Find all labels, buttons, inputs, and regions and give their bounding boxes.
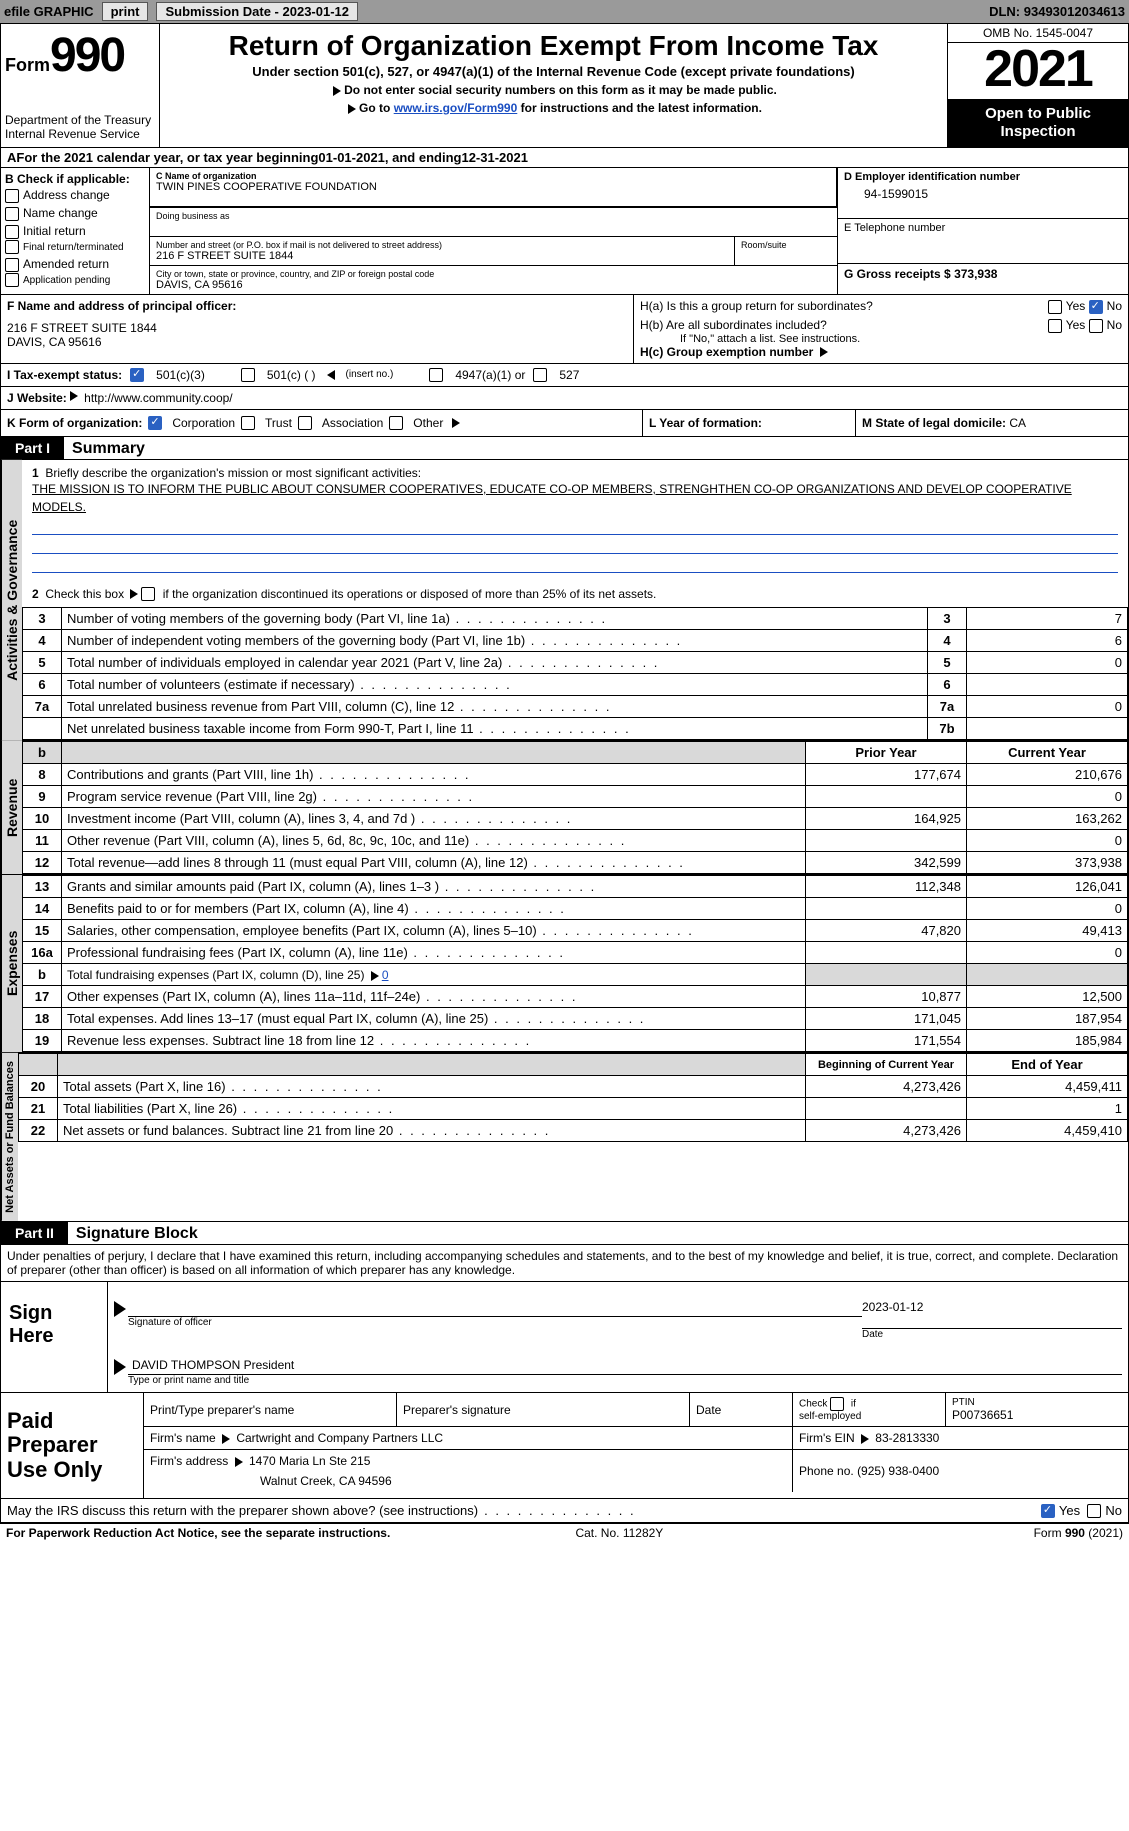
form-title: Return of Organization Exempt From Incom… [168, 30, 939, 62]
hb-label: H(b) Are all subordinates included? [640, 318, 827, 332]
submission-date: Submission Date - 2023-01-12 [156, 2, 358, 21]
ssn-note: Do not enter social security numbers on … [344, 83, 777, 97]
box-b: B Check if applicable: Address change Na… [1, 168, 150, 294]
summary-table-expenses: 13Grants and similar amounts paid (Part … [22, 875, 1128, 1052]
summary-table-net: Beginning of Current YearEnd of Year 20T… [18, 1053, 1128, 1142]
discuss-row: May the IRS discuss this return with the… [0, 1499, 1129, 1524]
preparer-table: Print/Type preparer's name Preparer's si… [144, 1393, 1128, 1492]
tax-year: 2021 [948, 43, 1128, 99]
irs-label: Internal Revenue Service [5, 127, 155, 141]
hc-label: H(c) Group exemption number [640, 345, 813, 359]
k-row: K Form of organization: Corporation Trus… [0, 410, 1129, 437]
status-website: I Tax-exempt status: 501(c)(3) 501(c) ( … [0, 364, 1129, 387]
org-street: 216 F STREET SUITE 1844 [156, 250, 728, 262]
gross-receipts: 373,938 [954, 267, 997, 281]
org-city: DAVIS, CA 95616 [156, 279, 831, 291]
tab-netassets: Net Assets or Fund Balances [1, 1053, 18, 1221]
firm-phone: (925) 938-0400 [857, 1464, 939, 1478]
website-url: http://www.community.coop/ [84, 391, 233, 405]
box-c: C Name of organization TWIN PINES COOPER… [150, 168, 838, 294]
print-button[interactable]: print [102, 2, 149, 21]
summary-table-revenue: bPrior YearCurrent Year 8Contributions a… [22, 741, 1128, 874]
footer: For Paperwork Reduction Act Notice, see … [0, 1523, 1129, 1542]
part-i-header: Part ISummary [0, 437, 1129, 460]
line-a-period: A For the 2021 calendar year, or tax yea… [0, 148, 1129, 168]
form-word: Form [5, 55, 50, 75]
officer-addr1: 216 F STREET SUITE 1844 [7, 321, 627, 335]
arrow-icon [114, 1301, 126, 1317]
part-ii-header: Part IISignature Block [0, 1222, 1129, 1245]
paid-preparer-label: PaidPreparerUse Only [1, 1393, 144, 1498]
open-inspection: Open to PublicInspection [948, 99, 1128, 147]
firm-ein: 83-2813330 [875, 1431, 939, 1445]
dln: DLN: 93493012034613 [989, 4, 1125, 19]
firm-name: Cartwright and Company Partners LLC [236, 1431, 443, 1445]
org-name: TWIN PINES COOPERATIVE FOUNDATION [156, 181, 830, 193]
officer-addr2: DAVIS, CA 95616 [7, 335, 627, 349]
state-domicile: CA [1009, 416, 1026, 430]
tab-revenue: Revenue [1, 741, 22, 874]
identity-boxes: B Check if applicable: Address change Na… [0, 168, 1129, 295]
summary-table-governance: 3Number of voting members of the governi… [22, 607, 1128, 740]
form-header: Form990 Department of the Treasury Inter… [0, 23, 1129, 148]
tab-activities: Activities & Governance [1, 460, 22, 741]
ha-label: H(a) Is this a group return for subordin… [640, 299, 873, 313]
form-number: 990 [50, 29, 124, 82]
top-toolbar: efile GRAPHIC print Submission Date - 20… [0, 0, 1129, 23]
sign-here-label: SignHere [1, 1282, 108, 1392]
irs-form-link[interactable]: www.irs.gov/Form990 [394, 101, 518, 115]
firm-addr: 1470 Maria Ln Ste 215 [249, 1454, 370, 1468]
ein: 94-1599015 [844, 187, 1122, 201]
perjury-declaration: Under penalties of perjury, I declare th… [0, 1245, 1129, 1282]
mission-text: THE MISSION IS TO INFORM THE PUBLIC ABOU… [32, 480, 1118, 516]
ptin: P00736651 [952, 1408, 1122, 1422]
officer-name: DAVID THOMPSON President [132, 1358, 294, 1372]
arrow-icon [114, 1359, 126, 1375]
efile-label: efile GRAPHIC [4, 4, 94, 19]
tab-expenses: Expenses [1, 875, 22, 1052]
website-row: J Website: http://www.community.coop/ [0, 387, 1129, 410]
dept-treasury: Department of the Treasury [5, 113, 155, 127]
officer-row: F Name and address of principal officer:… [0, 295, 1129, 364]
form-subtitle: Under section 501(c), 527, or 4947(a)(1)… [168, 64, 939, 79]
box-de: D Employer identification number 94-1599… [838, 168, 1128, 294]
sig-date: 2023-01-12 [862, 1288, 1122, 1329]
